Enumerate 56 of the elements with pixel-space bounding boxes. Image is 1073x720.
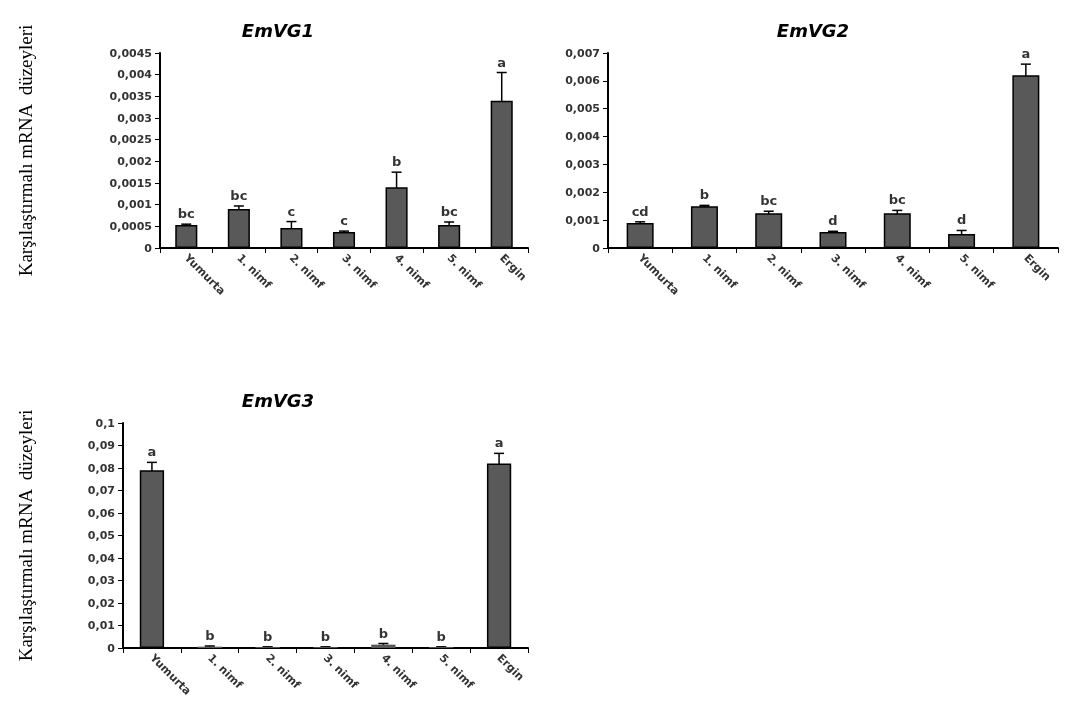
y-tick-label: 0,0025: [109, 133, 152, 147]
y-tick-label: 0,04: [87, 551, 116, 565]
annotation: bc: [177, 206, 195, 222]
chart-title: EmVG1: [241, 19, 315, 41]
y-tick-label: 0,004: [117, 68, 153, 82]
y-tick-label: 0,007: [565, 46, 600, 60]
y-tick-label: 0,1: [95, 416, 115, 430]
y-tick-label: 0: [107, 641, 116, 655]
y-tick-label: 0,05: [87, 529, 115, 542]
y-tick-label: 0,003: [565, 157, 600, 171]
y-tick-label: 0,004: [565, 130, 601, 144]
y-tick-label: 0,0045: [109, 46, 152, 60]
y-tick-label: 0,09: [87, 439, 115, 452]
annotation: c: [287, 203, 296, 219]
chart-title: EmVG3: [241, 389, 315, 411]
y-tick-label: 0,07: [87, 484, 115, 497]
annotation: bc: [230, 187, 248, 203]
annotation: d: [956, 212, 967, 228]
bar: [371, 644, 396, 648]
y-tick-label: 0,08: [87, 461, 115, 475]
annotation: b: [436, 628, 446, 644]
annotation: a: [497, 54, 507, 70]
y-tick-label: 0,001: [117, 198, 152, 212]
y-tick-label: 0,001: [565, 213, 600, 227]
y-tick-label: 0,003: [117, 111, 152, 125]
y-tick-label: 0,0005: [109, 219, 152, 233]
y-tick-label: 0,01: [87, 619, 115, 632]
annotation: a: [1021, 46, 1031, 62]
y-tick-label: 0,03: [87, 574, 115, 587]
y-tick-label: 0,005: [565, 102, 600, 116]
y-tick-label: 0: [592, 241, 601, 255]
annotation: b: [699, 187, 710, 203]
y-tick-label: 0,02: [87, 596, 115, 610]
y-tick-label: 0,002: [565, 185, 600, 199]
annotation: a: [147, 444, 157, 460]
annotation: bc: [888, 192, 906, 208]
annotation: b: [262, 628, 273, 644]
y-tick-label: 0,0015: [109, 176, 152, 190]
y-tick-label: 0: [144, 241, 153, 255]
y-tick-label: 0,006: [565, 74, 601, 88]
annotation: b: [391, 154, 402, 170]
annotation: cd: [631, 203, 649, 219]
annotation: bc: [760, 193, 778, 209]
y-tick-label: 0,06: [87, 506, 116, 520]
y-axis-title: Karşılaştırmalı mRNA düzeyleri: [15, 24, 36, 277]
y-tick-label: 0,0035: [109, 89, 152, 103]
annotation: c: [340, 213, 348, 229]
y-axis-title: Karşılaştırmalı mRNA düzeyleri: [15, 409, 36, 662]
annotation: d: [828, 213, 838, 229]
annotation: b: [378, 625, 389, 641]
annotation: b: [320, 628, 331, 644]
y-tick-label: 0,002: [117, 154, 152, 168]
annotation: b: [205, 627, 215, 643]
annotation: bc: [440, 204, 458, 219]
chart-title: EmVG2: [776, 19, 850, 41]
annotation: a: [494, 435, 504, 451]
